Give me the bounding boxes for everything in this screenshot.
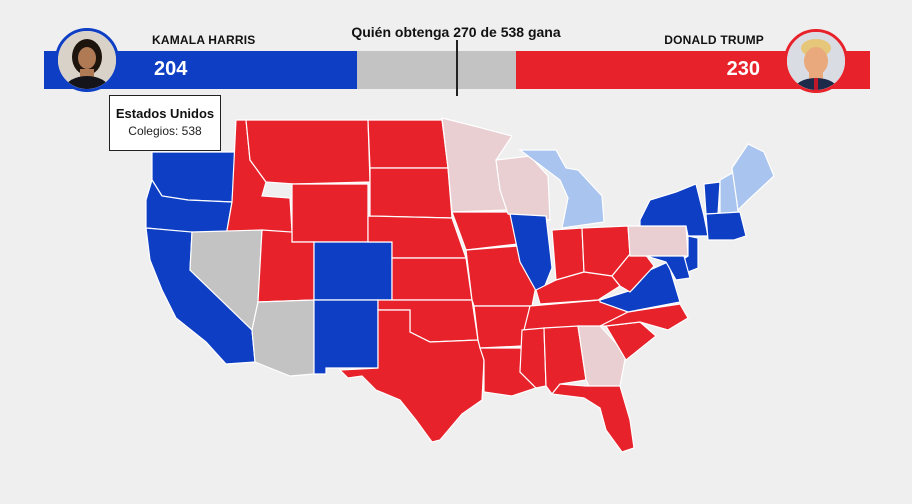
harris-votes: 204 xyxy=(154,58,188,80)
state-washington[interactable] xyxy=(151,151,237,203)
state-texas[interactable] xyxy=(338,309,485,443)
trump-name: DONALD TRUMP xyxy=(664,33,764,47)
threshold-text: Quién obtenga 270 de 538 gana xyxy=(351,24,561,40)
state-wyoming[interactable] xyxy=(291,183,369,243)
tooltip-title: Estados Unidos xyxy=(115,106,215,121)
state-illinois[interactable] xyxy=(509,213,553,300)
trump-portrait-icon xyxy=(787,32,845,90)
state-colorado[interactable] xyxy=(313,241,393,301)
state-indiana[interactable] xyxy=(551,227,585,281)
state-kansas[interactable] xyxy=(391,257,473,301)
state-iowa[interactable] xyxy=(451,211,519,251)
state-maryland[interactable] xyxy=(645,255,691,281)
threshold-marker xyxy=(456,40,458,96)
state-michigan[interactable] xyxy=(518,149,605,229)
trump-votes: 230 xyxy=(726,58,760,80)
state-florida[interactable] xyxy=(550,383,635,453)
state-mississippi[interactable] xyxy=(519,327,547,389)
state-pennsylvania[interactable] xyxy=(627,225,689,257)
state-north-dakota[interactable] xyxy=(367,119,449,169)
harris-avatar xyxy=(55,28,119,92)
state-vermont[interactable] xyxy=(703,181,721,215)
summary-tooltip: Estados Unidos Colegios: 538 xyxy=(109,95,221,151)
state-massachusetts[interactable] xyxy=(705,211,747,241)
undecided-votes-bar xyxy=(357,51,516,89)
state-arkansas[interactable] xyxy=(473,305,531,349)
state-arizona[interactable] xyxy=(251,299,315,377)
state-new-mexico[interactable] xyxy=(313,299,379,375)
state-new-york[interactable] xyxy=(639,183,709,237)
state-south-dakota[interactable] xyxy=(369,167,453,219)
trump-avatar xyxy=(784,29,848,93)
harris-name: KAMALA HARRIS xyxy=(152,33,256,47)
tooltip-subtitle: Colegios: 538 xyxy=(128,124,202,138)
state-montana[interactable] xyxy=(245,119,371,185)
harris-portrait-icon xyxy=(58,31,116,89)
state-maine[interactable] xyxy=(731,143,775,212)
